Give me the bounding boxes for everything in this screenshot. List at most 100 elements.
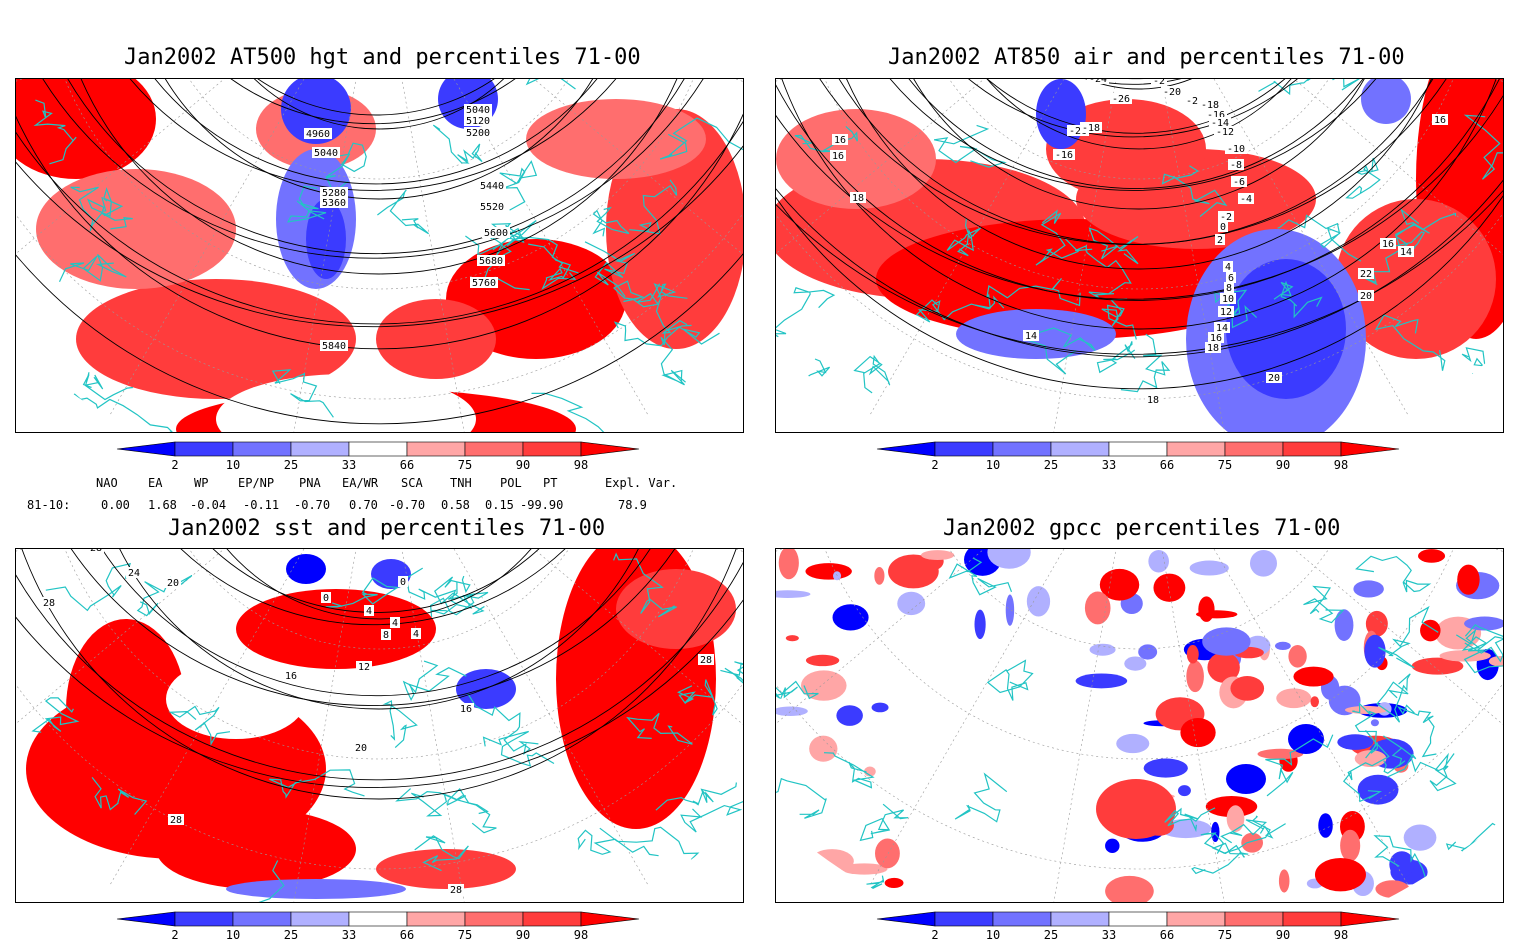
contour-line bbox=[878, 79, 1400, 210]
map-gpcc-canvas bbox=[776, 549, 1503, 902]
coastline bbox=[482, 730, 555, 767]
svg-text:-20: -20 bbox=[1163, 87, 1181, 98]
anomaly-patch bbox=[785, 635, 799, 642]
coastline bbox=[65, 393, 173, 432]
svg-text:18: 18 bbox=[1147, 395, 1159, 406]
contour-label: -4 bbox=[1238, 193, 1254, 205]
contour-label: 12 bbox=[1218, 306, 1234, 318]
contour-line bbox=[52, 549, 700, 697]
anomaly-patch bbox=[1274, 641, 1291, 651]
coastline bbox=[1164, 807, 1216, 833]
coastline bbox=[70, 186, 133, 232]
coastline bbox=[653, 282, 688, 334]
coastline bbox=[1277, 214, 1362, 262]
anomaly-patch bbox=[376, 849, 516, 889]
contour-label: 10 bbox=[1220, 293, 1236, 305]
svg-text:16: 16 bbox=[1382, 239, 1394, 250]
anomaly-patch bbox=[1293, 666, 1334, 687]
contour-label: -26 bbox=[1110, 93, 1132, 105]
contour-label: 8 bbox=[381, 629, 391, 641]
tele-value-nao: 0.00 bbox=[101, 498, 130, 512]
contour-label: 4960 bbox=[304, 128, 332, 140]
anomaly-patch bbox=[1186, 644, 1199, 664]
negative-anomaly-patch bbox=[306, 199, 346, 279]
contour-label: -6 bbox=[1231, 176, 1247, 188]
colorbar-tick-label: 33 bbox=[342, 928, 356, 942]
anomaly-patch bbox=[776, 109, 936, 209]
coastline bbox=[271, 369, 334, 418]
contour-line bbox=[776, 79, 1503, 355]
svg-text:0: 0 bbox=[1220, 222, 1226, 233]
svg-text:28: 28 bbox=[170, 815, 182, 826]
coastline bbox=[1213, 289, 1258, 329]
anomaly-patch bbox=[1026, 586, 1051, 617]
longitude-line bbox=[108, 79, 380, 417]
contour-label: 5840 bbox=[320, 340, 348, 352]
contour-line bbox=[16, 79, 743, 350]
contour-label: 2 bbox=[1215, 234, 1225, 246]
colorbar-arrow-right bbox=[1340, 441, 1400, 457]
anomaly-patch bbox=[1189, 560, 1229, 576]
colorbar-tick-label: 10 bbox=[986, 928, 1000, 942]
colorbar-tick-label: 2 bbox=[171, 458, 178, 472]
svg-text:14: 14 bbox=[1025, 331, 1037, 342]
coastline bbox=[629, 179, 678, 235]
svg-text:4: 4 bbox=[413, 629, 419, 640]
coastline bbox=[58, 254, 127, 282]
anomaly-patch bbox=[1089, 643, 1116, 656]
coastline bbox=[1101, 298, 1137, 340]
colorbar-segment bbox=[290, 911, 350, 927]
contour-line bbox=[106, 549, 640, 626]
colorbar-tick-label: 33 bbox=[1102, 458, 1116, 472]
anomaly-patch bbox=[1389, 851, 1415, 878]
colorbar-segment bbox=[464, 911, 524, 927]
anomaly-patch bbox=[876, 219, 1276, 339]
anomaly-patch bbox=[1211, 821, 1220, 843]
coastline bbox=[86, 187, 124, 217]
colorbar-tick-label: 66 bbox=[400, 458, 414, 472]
contour-label: 4 bbox=[390, 617, 400, 629]
colorbar-tick-label: 25 bbox=[1044, 928, 1058, 942]
contour-label: 6 bbox=[1226, 272, 1236, 284]
svg-text:16: 16 bbox=[1210, 333, 1222, 344]
contour-line bbox=[16, 79, 743, 328]
colorbar-arrow-left bbox=[116, 441, 176, 457]
svg-text:5520: 5520 bbox=[480, 202, 504, 213]
colorbar-segment bbox=[406, 441, 466, 457]
coastline bbox=[1352, 702, 1379, 759]
anomaly-patch bbox=[888, 554, 939, 589]
coastline bbox=[986, 659, 1034, 701]
contour-label: 16 bbox=[458, 703, 474, 715]
contour-line bbox=[776, 79, 1503, 358]
anomaly-patch bbox=[76, 279, 356, 399]
anomaly-patch bbox=[805, 563, 852, 580]
contour-label: 5360 bbox=[320, 197, 348, 209]
colorbar-arrow-left bbox=[876, 441, 936, 457]
anomaly-patch bbox=[376, 299, 496, 379]
colorbar-tick-label: 10 bbox=[226, 458, 240, 472]
svg-text:20: 20 bbox=[167, 578, 179, 589]
contour-line bbox=[852, 79, 1420, 190]
colorbar-tick-label: 2 bbox=[931, 458, 938, 472]
coastline bbox=[466, 692, 539, 756]
contour-label: 28 bbox=[448, 884, 464, 896]
coastline bbox=[1096, 341, 1136, 374]
coastline bbox=[377, 189, 429, 235]
anomaly-patch bbox=[1202, 627, 1251, 656]
tele-header-explvar: Expl. Var. bbox=[605, 476, 678, 490]
map-gpcc bbox=[775, 548, 1504, 903]
colorbar-segment bbox=[934, 441, 994, 457]
anomaly-patch bbox=[1105, 838, 1120, 853]
contour-line bbox=[826, 79, 1440, 191]
contour-line bbox=[776, 79, 1503, 390]
anomaly-patch bbox=[884, 877, 904, 888]
contour-label: 16 bbox=[1380, 238, 1396, 250]
coastline bbox=[33, 99, 77, 165]
contour-label: 5440 bbox=[478, 180, 506, 192]
coastline bbox=[1445, 822, 1498, 869]
svg-text:-12: -12 bbox=[1216, 127, 1234, 138]
latitude-line bbox=[16, 549, 743, 870]
coastline bbox=[823, 752, 875, 789]
coastline bbox=[45, 562, 134, 612]
contour-label: -2 bbox=[1218, 211, 1234, 223]
